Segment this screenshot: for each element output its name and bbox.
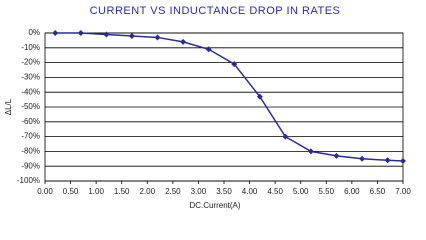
x-tick-label: 5.50 [318, 187, 334, 196]
x-axis-label: DC.Current(A) [189, 201, 240, 210]
data-point [77, 30, 84, 36]
y-tick-label: -20% [21, 58, 40, 67]
y-tick-label: -40% [21, 87, 40, 96]
y-axis-label: ΔL/L [4, 98, 13, 115]
y-tick-label: -30% [21, 73, 40, 82]
data-point [154, 34, 161, 41]
data-point [128, 32, 135, 39]
x-tick-label: 4.50 [267, 187, 283, 196]
data-point [52, 30, 59, 36]
data-point [180, 38, 187, 45]
x-tick-label: 7.00 [395, 187, 411, 196]
data-point [282, 133, 289, 140]
data-point [256, 93, 263, 100]
chart-title: CURRENT VS INDUCTANCE DROP IN RATES [90, 5, 341, 17]
data-point [231, 61, 238, 68]
data-point [400, 158, 406, 165]
y-tick-label: 0% [28, 28, 40, 37]
x-tick-label: 1.50 [114, 187, 130, 196]
x-tick-label: 4.00 [242, 187, 258, 196]
data-point [359, 155, 366, 162]
x-tick-label: 2.00 [139, 187, 155, 196]
data-point [307, 148, 314, 155]
x-tick-label: 3.50 [216, 187, 232, 196]
y-tick-label: -100% [17, 176, 40, 185]
x-tick-label: 2.50 [165, 187, 181, 196]
x-tick-label: 5.00 [293, 187, 309, 196]
x-tick-label: 0.00 [37, 187, 53, 196]
x-tick-label: 3.00 [191, 187, 207, 196]
y-tick-label: -60% [21, 117, 40, 126]
y-tick-label: -80% [21, 147, 40, 156]
y-tick-label: -70% [21, 132, 40, 141]
data-point [333, 152, 340, 159]
data-point [205, 46, 212, 53]
chart: CURRENT VS INDUCTANCE DROP IN RATES DC.C… [4, 5, 411, 210]
x-tick-label: 1.00 [88, 187, 104, 196]
y-tick-label: -50% [21, 102, 40, 111]
data-point [384, 157, 391, 164]
x-tick-label: 6.50 [370, 187, 386, 196]
x-tick-label: 6.00 [344, 187, 360, 196]
y-tick-label: -10% [21, 43, 40, 52]
data-point [103, 31, 110, 38]
x-tick-label: 0.50 [63, 187, 79, 196]
y-tick-label: -90% [21, 161, 40, 170]
